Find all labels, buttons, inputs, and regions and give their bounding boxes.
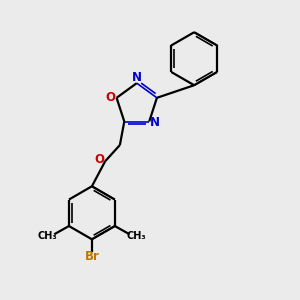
Text: N: N [132,71,142,84]
Text: CH₃: CH₃ [38,231,58,241]
Text: O: O [106,91,116,104]
Text: N: N [149,116,160,129]
Text: Br: Br [85,250,99,263]
Text: CH₃: CH₃ [126,231,146,241]
Text: O: O [94,153,104,166]
